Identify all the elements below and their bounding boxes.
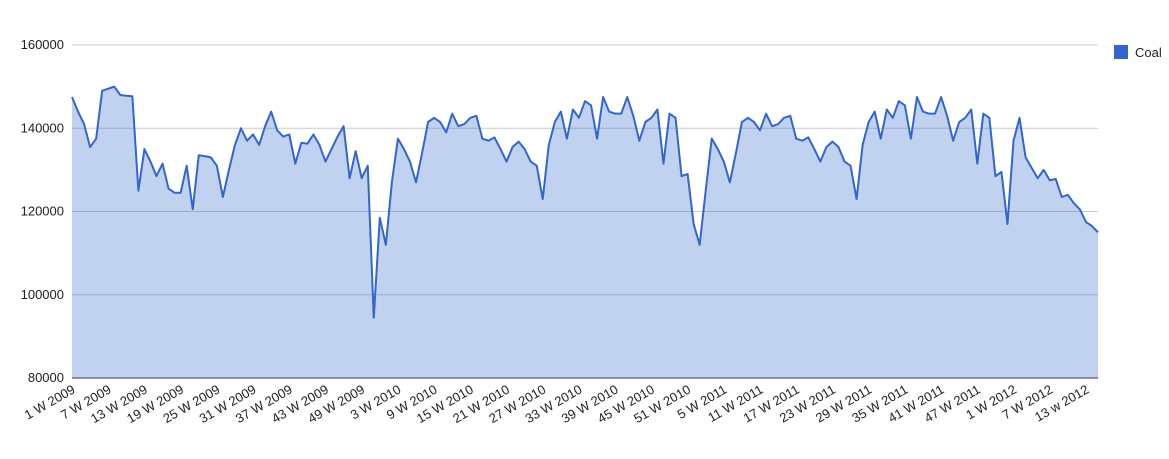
y-tick-label: 80000: [28, 370, 64, 385]
legend-label: Coal: [1135, 45, 1162, 60]
y-tick-label: 160000: [21, 37, 64, 52]
y-tick-label: 140000: [21, 120, 64, 135]
area-fill: [72, 86, 1098, 378]
y-tick-label: 120000: [21, 204, 64, 219]
legend-swatch: [1114, 45, 1128, 59]
area-line: [71, 85, 1099, 319]
y-tick-label: 100000: [21, 287, 64, 302]
